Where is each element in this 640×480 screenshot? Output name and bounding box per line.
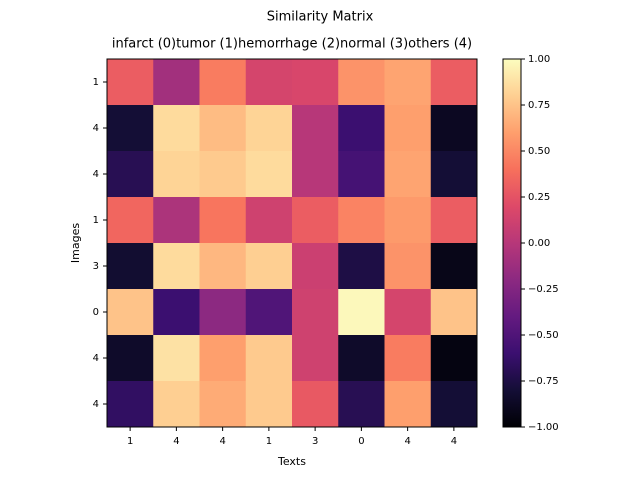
heatmap-cell <box>338 335 385 382</box>
y-tick-label: 4 <box>93 353 99 364</box>
colorbar-tick-label: 0.00 <box>528 238 550 249</box>
heatmap-cell <box>245 105 293 152</box>
heatmap-cell <box>199 105 247 152</box>
heatmap-cell <box>338 151 385 198</box>
heatmap-cell <box>245 59 293 106</box>
colorbar-tick-label: 1.00 <box>528 54 550 65</box>
heatmap-cell <box>292 59 339 106</box>
heatmap-cell <box>292 243 339 290</box>
heatmap-cell <box>107 59 154 106</box>
heatmap-cell <box>338 381 385 428</box>
heatmap-cell <box>245 151 293 198</box>
colorbar-tick-label: 0.50 <box>528 146 550 157</box>
heatmap-cell <box>199 381 247 428</box>
heatmap-cell <box>292 105 339 152</box>
heatmap-cell <box>430 197 478 244</box>
heatmap-cell <box>199 289 247 336</box>
heatmap-cell <box>338 197 385 244</box>
y-tick-label: 1 <box>93 215 99 226</box>
y-tick-label: 3 <box>93 261 99 272</box>
heatmap-cell <box>292 151 339 198</box>
heatmap-cell <box>384 335 432 382</box>
heatmap-cell <box>384 289 432 336</box>
heatmap-cell <box>107 243 154 290</box>
y-axis-label: Images <box>69 223 82 263</box>
x-tick-label: 4 <box>404 436 410 447</box>
y-tick-label: 4 <box>93 399 99 410</box>
x-tick-label: 4 <box>219 436 225 447</box>
y-tick-label: 0 <box>93 307 99 318</box>
heatmap-cell <box>199 59 247 106</box>
heatmap-cell <box>153 59 200 106</box>
heatmap-cell <box>430 59 478 106</box>
x-tick-label: 1 <box>127 436 133 447</box>
heatmap-cell <box>245 197 293 244</box>
x-tick-label: 0 <box>358 436 364 447</box>
heatmap-cell <box>292 381 339 428</box>
heatmap-cell <box>245 381 293 428</box>
colorbar-tick-label: −0.75 <box>528 376 559 387</box>
heatmap-cell <box>153 105 200 152</box>
x-tick-label: 4 <box>173 436 179 447</box>
heatmap-cell <box>384 197 432 244</box>
colorbar-tick-label: 0.25 <box>528 192 550 203</box>
heatmap-cell <box>292 289 339 336</box>
heatmap-cell <box>430 381 478 428</box>
heatmap-cell <box>338 59 385 106</box>
heatmap-cell <box>199 151 247 198</box>
x-tick-label: 1 <box>266 436 272 447</box>
heatmap-cell <box>107 151 154 198</box>
heatmap-cell <box>292 197 339 244</box>
heatmap-cell <box>107 335 154 382</box>
heatmap-cell <box>245 289 293 336</box>
heatmap-cell <box>430 105 478 152</box>
heatmap-cell <box>153 289 200 336</box>
y-tick-label: 1 <box>93 77 99 88</box>
heatmap-cell <box>107 289 154 336</box>
colorbar-tick-label: 0.75 <box>528 100 550 111</box>
colorbar <box>502 58 522 428</box>
colorbar-tick-label: −0.50 <box>528 330 559 341</box>
heatmap-cell <box>199 335 247 382</box>
heatmap-cell <box>292 335 339 382</box>
heatmap-cell <box>430 335 478 382</box>
chart-subtitle: infarct (0)tumor (1)hemorrhage (2)normal… <box>112 37 472 52</box>
y-tick-label: 4 <box>93 169 99 180</box>
colorbar-tick-label: −1.00 <box>528 422 559 433</box>
heatmap-cell <box>153 335 200 382</box>
heatmap-cell <box>107 197 154 244</box>
heatmap-cell <box>338 289 385 336</box>
heatmap-cell <box>199 243 247 290</box>
x-tick-label: 3 <box>312 436 318 447</box>
heatmap-cell <box>384 59 432 106</box>
heatmap-cell <box>430 289 478 336</box>
heatmap-cell <box>153 197 200 244</box>
chart-title: Similarity Matrix <box>267 10 374 25</box>
heatmap-cell <box>153 381 200 428</box>
heatmap-cell <box>199 197 247 244</box>
heatmap-cell <box>384 151 432 198</box>
heatmap-cell <box>245 335 293 382</box>
heatmap-cell <box>384 381 432 428</box>
colorbar-tick-label: −0.25 <box>528 284 559 295</box>
heatmap-cell <box>430 151 478 198</box>
heatmap-cell <box>338 105 385 152</box>
heatmap-cell <box>245 243 293 290</box>
heatmap-cell <box>384 105 432 152</box>
y-tick-label: 4 <box>93 123 99 134</box>
heatmap-cell <box>107 105 154 152</box>
x-axis-label: Texts <box>277 455 306 468</box>
heatmap-cell <box>153 243 200 290</box>
heatmap-cell <box>153 151 200 198</box>
heatmap-cell <box>430 243 478 290</box>
heatmap-cell <box>107 381 154 428</box>
plot-frame <box>106 58 478 428</box>
heatmap-cell <box>384 243 432 290</box>
heatmap-cell <box>338 243 385 290</box>
x-tick-label: 4 <box>451 436 457 447</box>
